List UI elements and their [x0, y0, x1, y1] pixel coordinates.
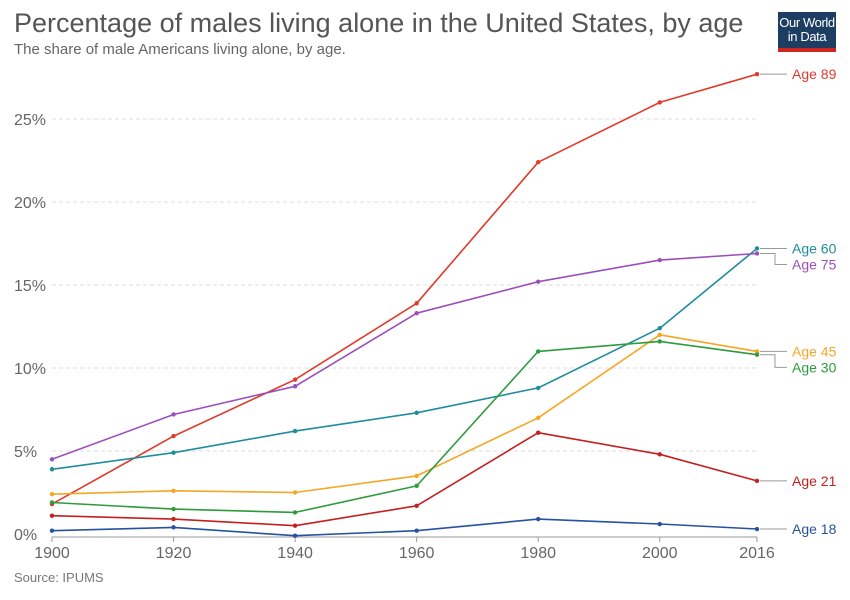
- y-tick-label: 0%: [14, 527, 37, 544]
- x-tick-label: 2000: [642, 545, 678, 562]
- x-tick-label: 1900: [34, 545, 70, 562]
- data-point-age-21: [754, 478, 760, 484]
- x-axis: 1900 1920 1940 1960 1980 2000 2016: [34, 536, 775, 562]
- series-label-age-21: Age 21: [792, 473, 837, 489]
- data-point-age-30: [657, 339, 662, 344]
- data-point-age-75: [171, 412, 176, 417]
- series-label-age-45: Age 45: [792, 343, 837, 359]
- series-line-age-21: [51, 431, 758, 527]
- source-note: Source: IPUMS: [14, 570, 104, 585]
- logo-line-1: Our World: [779, 15, 835, 30]
- series-line-age-18: [51, 518, 758, 537]
- x-tick-label: 1980: [520, 545, 556, 562]
- data-point-age-18: [536, 516, 541, 522]
- data-point-age-89: [414, 301, 419, 306]
- y-tick-label: 10%: [14, 361, 46, 378]
- data-point-age-89: [292, 377, 298, 382]
- data-point-age-30: [536, 349, 541, 354]
- data-point-age-21: [171, 516, 176, 522]
- data-point-age-60: [657, 325, 662, 331]
- data-point-age-21: [414, 503, 419, 508]
- data-point-age-45: [292, 490, 298, 495]
- owid-logo[interactable]: Our World in Data: [778, 12, 836, 52]
- data-point-age-75: [754, 251, 760, 256]
- data-point-age-75: [292, 384, 298, 389]
- data-point-age-60: [414, 410, 419, 416]
- series-line-age-89: [51, 73, 758, 505]
- label-leader-age-30: [760, 354, 787, 368]
- data-point-age-18: [49, 528, 55, 533]
- label-leader-age-75: [760, 252, 787, 265]
- series-label-age-60: Age 60: [792, 240, 837, 256]
- data-point-age-89: [171, 433, 176, 439]
- data-point-age-21: [657, 452, 662, 457]
- chart-title: Percentage of males living alone in the …: [14, 8, 744, 38]
- series-line-age-30: [51, 340, 758, 514]
- data-point-age-45: [49, 491, 55, 497]
- series-label-age-75: Age 75: [792, 256, 837, 272]
- data-point-age-75: [657, 257, 662, 263]
- data-point-age-18: [414, 528, 419, 533]
- data-point-age-89: [536, 159, 541, 165]
- data-point-age-60: [536, 385, 541, 391]
- y-tick-label: 20%: [14, 195, 46, 212]
- x-tick-label: 1960: [399, 545, 435, 562]
- data-point-age-60: [754, 246, 760, 251]
- data-point-age-45: [657, 332, 662, 337]
- logo-line-2: in Data: [787, 29, 827, 44]
- y-axis-ticks: 0% 5% 10% 15% 20% 25%: [14, 112, 46, 544]
- data-point-age-30: [49, 500, 55, 505]
- chart-subtitle: The share of male Americans living alone…: [14, 41, 346, 58]
- data-point-age-89: [657, 100, 662, 105]
- series-label-age-30: Age 30: [792, 359, 837, 375]
- data-point-age-45: [171, 488, 176, 494]
- y-tick-label: 5%: [14, 444, 37, 461]
- data-point-age-30: [754, 352, 760, 357]
- grid-lines: [52, 118, 757, 452]
- data-point-age-75: [49, 457, 55, 462]
- data-point-age-18: [171, 525, 176, 530]
- series-lines: [49, 71, 760, 538]
- series-label-age-89: Age 89: [792, 66, 837, 82]
- series-label-age-18: Age 18: [792, 521, 837, 537]
- x-tick-label: 1920: [156, 545, 192, 562]
- series-line-age-60: [51, 247, 758, 471]
- data-point-age-18: [657, 521, 662, 527]
- x-tick-label: 2016: [739, 545, 775, 562]
- data-point-age-45: [536, 415, 541, 420]
- series-line-age-75: [51, 252, 758, 461]
- y-tick-label: 15%: [14, 278, 46, 295]
- y-tick-label: 25%: [14, 112, 46, 129]
- data-point-age-75: [536, 279, 541, 284]
- data-point-age-60: [292, 428, 298, 434]
- data-point-age-45: [414, 473, 419, 479]
- data-point-age-21: [536, 430, 541, 435]
- data-point-age-30: [171, 506, 176, 512]
- data-point-age-21: [49, 513, 55, 518]
- x-tick-label: 1940: [277, 545, 313, 562]
- data-point-age-21: [292, 523, 298, 528]
- data-point-age-60: [49, 467, 55, 472]
- data-point-age-45: [754, 349, 760, 354]
- data-point-age-18: [292, 533, 298, 538]
- data-point-age-75: [414, 311, 419, 316]
- data-point-age-18: [754, 526, 760, 532]
- data-point-age-30: [414, 483, 419, 489]
- data-point-age-30: [292, 510, 298, 515]
- data-point-age-89: [754, 71, 760, 77]
- data-point-age-60: [171, 450, 176, 455]
